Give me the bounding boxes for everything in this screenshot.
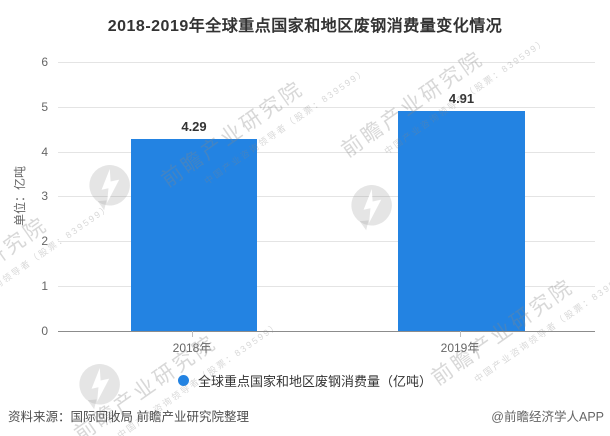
legend-item[interactable]: 全球重点国家和地区废钢消费量（亿吨） (177, 371, 433, 390)
y-tick-label: 4 (41, 145, 48, 159)
gridline (58, 62, 595, 63)
credit-note: @前瞻经济学人APP (491, 410, 604, 424)
y-axis-name: 单位：亿吨 (13, 166, 27, 227)
chart-title: 2018-2019年全球重点国家和地区废钢消费量变化情况 (107, 18, 503, 35)
x-tick-label: 2018年 (172, 341, 212, 355)
qianzhan-logo-icon (351, 185, 392, 231)
y-tick-label: 5 (41, 100, 48, 114)
y-tick-label: 2 (41, 234, 48, 248)
gridline (58, 241, 595, 242)
bar-2018: 4.29 (131, 119, 257, 331)
y-tick-label: 0 (41, 324, 48, 338)
x-axis-line (58, 331, 595, 332)
legend-marker-icon (177, 375, 189, 386)
x-tick-label: 2019年 (440, 341, 480, 355)
qianzhan-logo-icon (89, 165, 130, 211)
y-tick-label: 3 (41, 189, 48, 203)
bar-value-label: 4.29 (181, 119, 207, 134)
x-tick-mark (460, 331, 461, 337)
source-note: 资料来源：国际回收局 前瞻产业研究院整理 (8, 410, 249, 424)
gridline (58, 152, 595, 153)
bar-2019: 4.91 (398, 91, 525, 331)
x-tick-mark (192, 331, 193, 337)
qianzhan-logo-icon (79, 364, 120, 410)
legend-label: 全球重点国家和地区废钢消费量（亿吨） (197, 374, 433, 389)
gridline (58, 107, 595, 108)
bar-value-label: 4.91 (448, 91, 475, 106)
gridline (58, 196, 595, 197)
y-tick-label: 1 (41, 279, 48, 293)
y-tick-label: 6 (41, 55, 48, 69)
gridline (58, 286, 595, 287)
